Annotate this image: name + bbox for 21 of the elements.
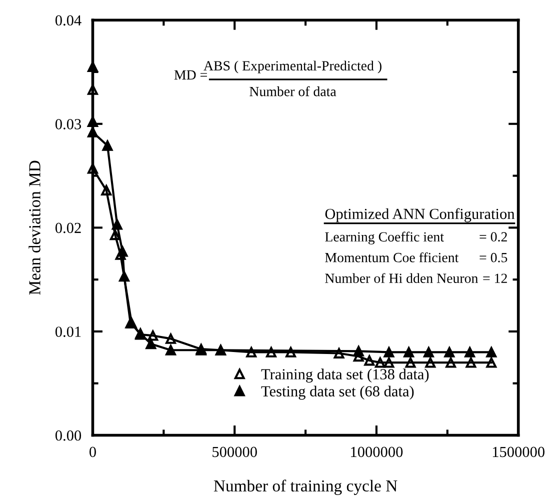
y-tick-label: 0.03 [55, 119, 82, 130]
x-tick-label: 500000 [212, 446, 257, 458]
annotation: Number of data [250, 86, 336, 96]
x-tick-label: 0 [90, 446, 96, 458]
annotation: = 0.2 [480, 232, 507, 242]
y-tick-label: 0.02 [55, 222, 81, 234]
annotation: Momentum Coe fficient [325, 252, 459, 262]
y-tick-label: 0.01 [55, 326, 81, 337]
y-axis-title: Mean deviation MD [28, 160, 40, 295]
annotation: Optimized ANN Configuration [325, 208, 515, 222]
annotation: Learning Coeffic ient [325, 232, 444, 244]
annotation: Number of Hi dden Neuron [325, 273, 478, 284]
x-tick-label: 1000000 [351, 446, 403, 458]
y-tick-label: 0.04 [55, 15, 82, 26]
x-tick-label: 1500000 [492, 446, 544, 458]
x-axis-title: Number of training cycle N [214, 480, 398, 495]
annotation: = 0.5 [480, 252, 508, 262]
legend-label: Training data set (138 data) [261, 368, 429, 383]
y-tick-label: 0.00 [55, 430, 82, 441]
legend-label: Testing data set (68 data) [261, 386, 414, 400]
annotation: = 12 [483, 274, 507, 283]
